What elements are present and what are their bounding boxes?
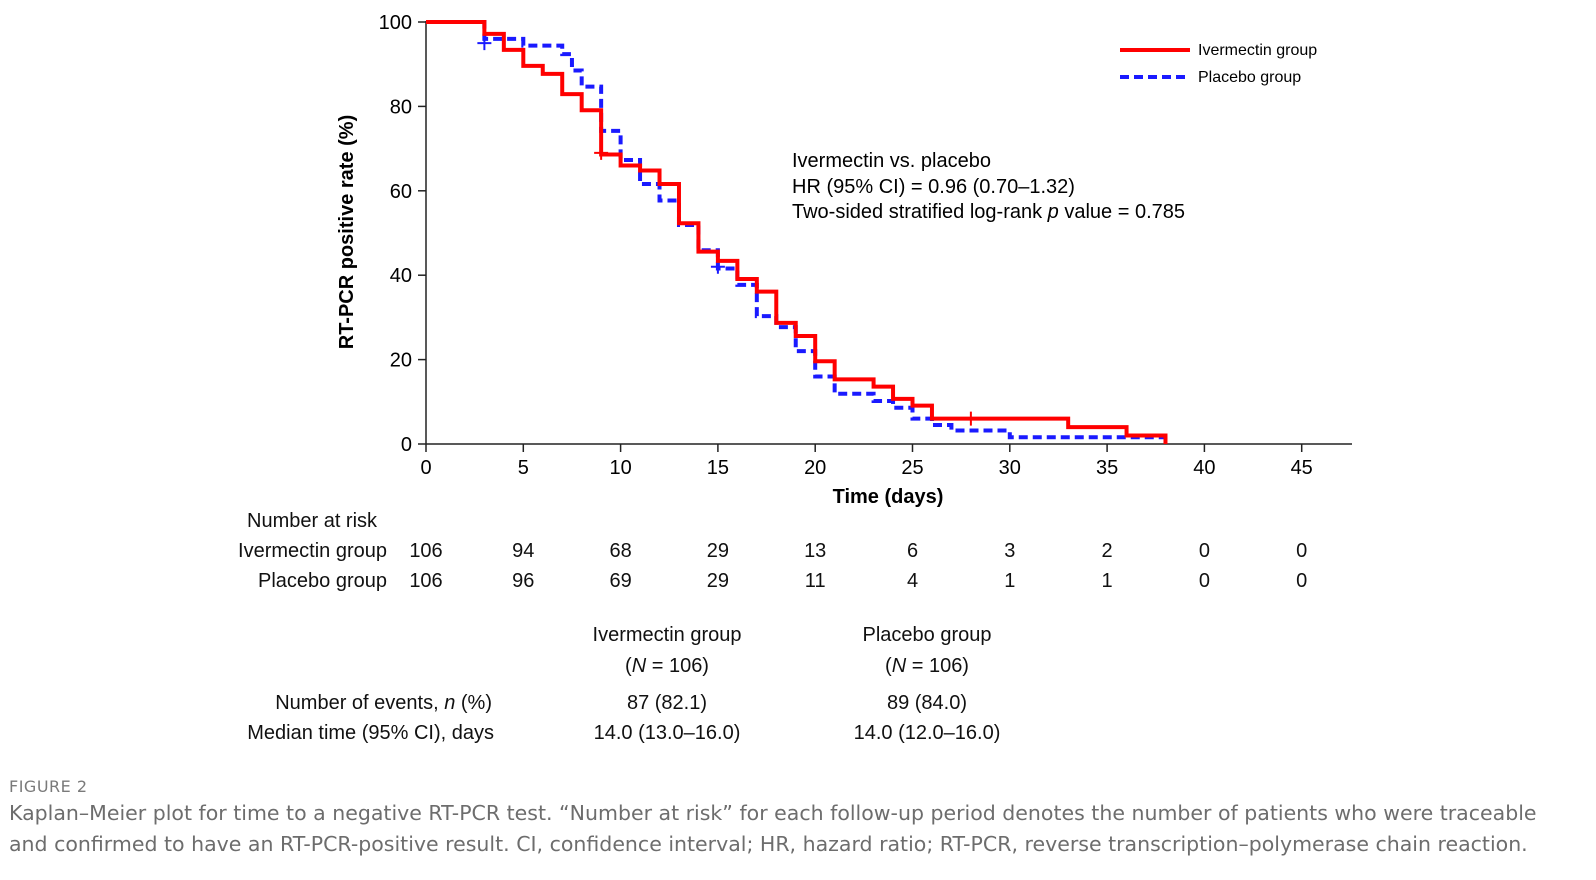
events-row1-v1: 87 (82.1)	[626, 692, 708, 714]
x-tick-label: 30	[999, 457, 1021, 479]
y-tick-label: 0	[401, 434, 412, 456]
figure-caption-line2: and confirmed to have an RT-PCR-positive…	[9, 832, 1528, 856]
km-chart: 0 20 40 60 80 100 0 5 10 15 20 25 30 35 40 45 RT-PCR po…	[336, 12, 1352, 508]
risk-cell: 1	[1004, 570, 1016, 592]
annotation-line3: Two-sided stratified log-rank p value = …	[792, 201, 1185, 223]
risk-cell: 106	[409, 570, 443, 592]
risk-cell: 69	[609, 570, 632, 592]
series-placebo-line	[426, 20, 1168, 444]
events-col1-n: (N = 106)	[625, 655, 709, 677]
annotation-line2: HR (95% CI) = 0.96 (0.70–1.32)	[792, 176, 1075, 198]
y-tick-label: 40	[390, 265, 412, 287]
events-row2-v2: 14.0 (12.0–16.0)	[853, 722, 1001, 744]
figure-caption-line1: Kaplan–Meier plot for time to a negative…	[9, 801, 1537, 825]
risk-cell: 0	[1198, 540, 1210, 562]
risk-cell: 68	[609, 540, 632, 562]
y-axis-label: RT-PCR positive rate (%)	[336, 115, 358, 349]
risk-cell: 4	[906, 570, 919, 592]
risk-cell: 29	[706, 570, 730, 592]
x-tick-label: 10	[609, 457, 631, 479]
x-tick-label: 0	[420, 457, 431, 479]
risk-cell: 96	[512, 570, 535, 592]
x-tick-label: 15	[707, 457, 729, 479]
risk-cell: 94	[512, 540, 535, 562]
censor-mark-placebo	[477, 36, 492, 51]
events-row1-label: Number of events, n (%)	[275, 692, 492, 714]
events-col2-n: (N = 106)	[885, 655, 969, 677]
events-col2-header: Placebo group	[862, 624, 992, 646]
x-tick-label: 5	[518, 457, 529, 479]
axes: 0 20 40 60 80 100 0 5 10 15 20 25 30 35 40 45	[379, 12, 1352, 479]
risk-cell: 0	[1198, 570, 1210, 592]
risk-cell: 29	[706, 540, 730, 562]
x-tick-label: 40	[1193, 457, 1215, 479]
series-layer	[426, 20, 1168, 444]
x-tick-label: 25	[901, 457, 923, 479]
events-col1-header: Ivermectin group	[592, 624, 742, 646]
x-tick-label: 35	[1096, 457, 1118, 479]
events-row1-v2: 89 (84.0)	[886, 692, 968, 714]
annotation-line1: Ivermectin vs. placebo	[792, 150, 991, 172]
risk-cell: 2	[1101, 540, 1113, 562]
risk-table-title: Number at risk	[247, 510, 378, 532]
x-axis-label: Time (days)	[833, 486, 944, 508]
stats-annotation: Ivermectin vs. placebo HR (95% CI) = 0.9…	[792, 150, 1185, 223]
y-tick-label: 20	[390, 350, 412, 372]
series-ivermectin-line	[426, 20, 1168, 444]
risk-cell: 13	[804, 540, 827, 562]
risk-cell: 11	[804, 570, 826, 592]
legend: Ivermectin group Placebo group	[1120, 42, 1317, 86]
risk-row-ivermectin-label: Ivermectin group	[238, 540, 387, 562]
risk-cell: 106	[409, 540, 443, 562]
figure-label: FIGURE 2	[9, 777, 88, 796]
censor-mark-ivermectin	[594, 145, 609, 160]
risk-cell: 1	[1101, 570, 1113, 592]
risk-cell: 6	[906, 540, 919, 562]
events-row2-v1: 14.0 (13.0–16.0)	[593, 722, 741, 744]
y-tick-label: 80	[390, 96, 412, 118]
y-tick-label: 60	[390, 181, 412, 203]
risk-cell: 0	[1296, 570, 1308, 592]
x-tick-label: 20	[804, 457, 826, 479]
censor-mark-ivermectin	[963, 411, 978, 426]
x-tick-label: 45	[1291, 457, 1313, 479]
risk-cell: 3	[1004, 540, 1016, 562]
legend-placebo-label: Placebo group	[1198, 69, 1301, 86]
events-row2-label: Median time (95% CI), days	[247, 722, 494, 744]
risk-cell: 0	[1296, 540, 1308, 562]
risk-row-placebo-label: Placebo group	[258, 570, 387, 592]
legend-ivermectin-label: Ivermectin group	[1198, 42, 1317, 59]
y-tick-label: 100	[379, 12, 412, 34]
